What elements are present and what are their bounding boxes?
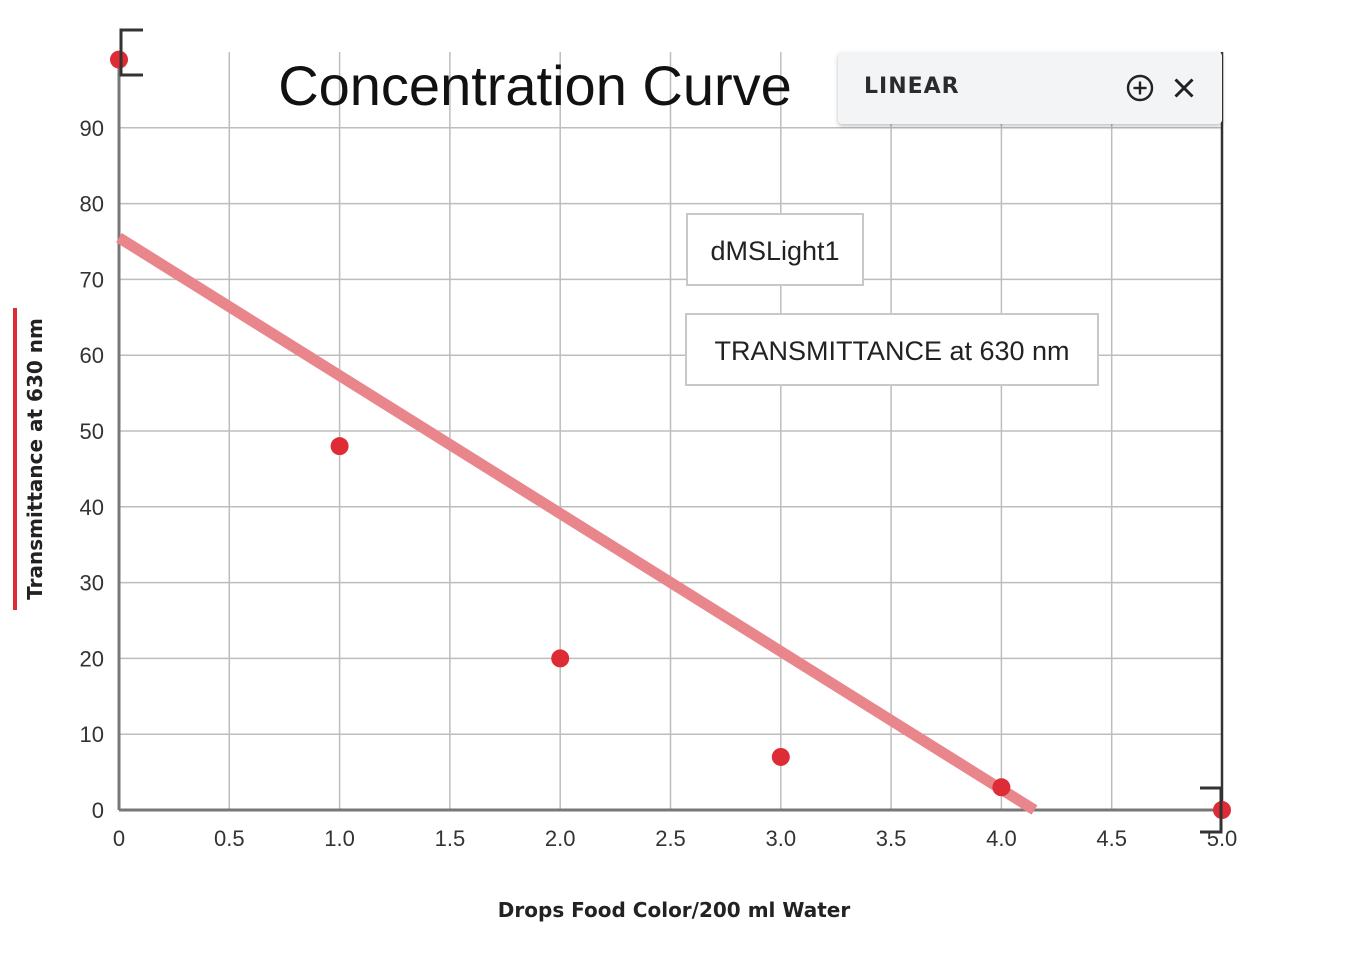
data-point[interactable] — [110, 50, 128, 69]
y-axis-label[interactable]: Transmittance at 630 nm — [23, 318, 47, 600]
y-tick-label: 80 — [80, 192, 104, 217]
x-axis-label[interactable]: Drops Food Color/200 ml Water — [498, 898, 851, 922]
y-tick-label: 50 — [80, 419, 104, 444]
chart-title: Concentration Curve — [278, 54, 792, 117]
x-tick-label: 3.0 — [766, 826, 797, 851]
legend-source[interactable]: dMSLight1 — [686, 213, 864, 286]
data-point[interactable] — [330, 437, 349, 456]
axes — [117, 52, 1224, 812]
fit-type-label: LINEAR — [864, 74, 960, 99]
y-tick-label: 0 — [92, 798, 104, 823]
y-tick-label: 30 — [80, 571, 104, 596]
linear-fit-line — [116, 233, 1038, 815]
grid — [119, 52, 1223, 810]
y-tick-label: 10 — [80, 722, 104, 747]
x-tick-label: 2.0 — [545, 826, 576, 851]
x-tick-label: 0.5 — [214, 826, 245, 851]
range-bracket-start[interactable] — [119, 28, 143, 77]
data-points — [110, 50, 1231, 819]
data-point[interactable] — [992, 778, 1011, 797]
y-tick-label: 20 — [80, 646, 104, 671]
legend-series[interactable]: TRANSMITTANCE at 630 nm — [685, 313, 1099, 386]
y-tick-label: 40 — [80, 495, 104, 520]
x-tick-label: 3.5 — [876, 826, 907, 851]
x-tick-label: 2.5 — [655, 826, 686, 851]
x-tick-label: 4.0 — [986, 826, 1017, 851]
x-tick-label: 1.0 — [324, 826, 355, 851]
y-axis-ticks: 0 10 20 30 40 50 60 70 80 90 — [80, 116, 104, 823]
ylabel-marker — [13, 308, 17, 610]
legend-source-label: dMSLight1 — [710, 236, 839, 266]
y-tick-label: 70 — [80, 267, 104, 292]
y-tick-label: 60 — [80, 343, 104, 368]
curve-fit-panel: LINEAR — [838, 52, 1222, 124]
range-bracket-end[interactable] — [1200, 786, 1223, 834]
legend-series-label: TRANSMITTANCE at 630 nm — [714, 336, 1069, 366]
data-point[interactable] — [551, 649, 570, 668]
close-icon[interactable] — [1168, 72, 1200, 104]
x-tick-label: 0 — [113, 826, 125, 851]
plus-circle-icon[interactable] — [1124, 72, 1156, 104]
data-point[interactable] — [771, 747, 790, 766]
x-axis-ticks: 0 0.5 1.0 1.5 2.0 2.5 3.0 3.5 4.0 4.5 5.0 — [113, 826, 1237, 851]
y-tick-label: 90 — [80, 116, 104, 141]
x-tick-label: 1.5 — [435, 826, 466, 851]
x-tick-label: 4.5 — [1096, 826, 1127, 851]
